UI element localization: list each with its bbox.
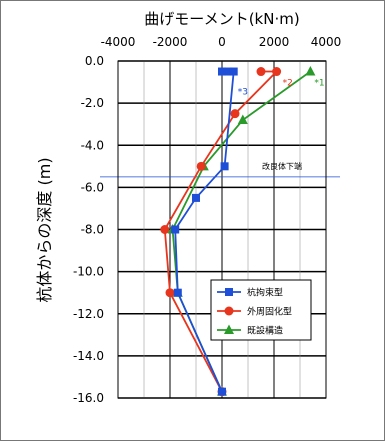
y-tick-labels: 0.0 -2.0 -4.0 -6.0 -8.0 -10.0 -12.0 -14.0 -16.0: [73, 54, 104, 405]
annotation-layer: 改良体下端: [100, 161, 340, 178]
plot-border: [117, 60, 327, 399]
legend-label: 外周固化型: [247, 306, 292, 318]
legend-label: 杭拘束型: [247, 287, 283, 299]
legend-marker: [225, 288, 233, 296]
data-point: [218, 67, 226, 76]
y-tick-label: -6.0: [81, 180, 104, 194]
data-point: [218, 387, 226, 396]
x-tick-label: -4000: [101, 35, 136, 49]
series-1: *3: [171, 67, 248, 396]
data-point: [305, 66, 316, 76]
y-tick-label: 0.0: [85, 54, 104, 68]
y-tick-label: -10.0: [73, 265, 104, 279]
y-tick-label: -4.0: [81, 138, 104, 152]
legend-marker: [224, 306, 234, 316]
y-tick-label: -2.0: [81, 96, 104, 110]
data-point: [192, 193, 200, 202]
data-point: [196, 161, 206, 171]
data-point: [220, 162, 229, 171]
x-tick-label: 0: [218, 35, 226, 49]
data-point: [173, 288, 182, 297]
x-tick-label: -2000: [153, 35, 188, 49]
data-point: [237, 114, 248, 124]
y-axis-title: 杭体からの深度 (m): [35, 157, 54, 302]
y-tick-label: -8.0: [81, 223, 104, 237]
data-point: [230, 109, 240, 119]
series-end-label: *3: [238, 88, 248, 98]
x-tick-label: 2000: [259, 35, 290, 49]
y-tick-label: -12.0: [73, 307, 104, 321]
data-point: [224, 67, 233, 76]
y-tick-label: -14.0: [73, 349, 104, 363]
y-tick-label: -16.0: [73, 391, 104, 405]
data-point: [256, 67, 266, 77]
data-point: [229, 67, 238, 76]
data-point: [171, 225, 180, 234]
series-end-label: *2: [283, 79, 293, 89]
data-point: [272, 67, 282, 77]
legend-label: 既設構造: [247, 325, 283, 337]
data-point: [160, 225, 170, 234]
series-layer: *1 *2 *3: [160, 66, 325, 397]
x-tick-label: 4000: [311, 35, 342, 49]
x-tick-labels: -4000 -2000 0 2000 4000: [101, 35, 342, 49]
legend-marker: [224, 324, 234, 334]
x-axis-title: 曲げモーメント(kN·m): [144, 10, 299, 28]
annotation-label: 改良体下端: [262, 161, 302, 171]
series-end-label: *1: [314, 79, 324, 89]
data-point: [165, 288, 175, 298]
